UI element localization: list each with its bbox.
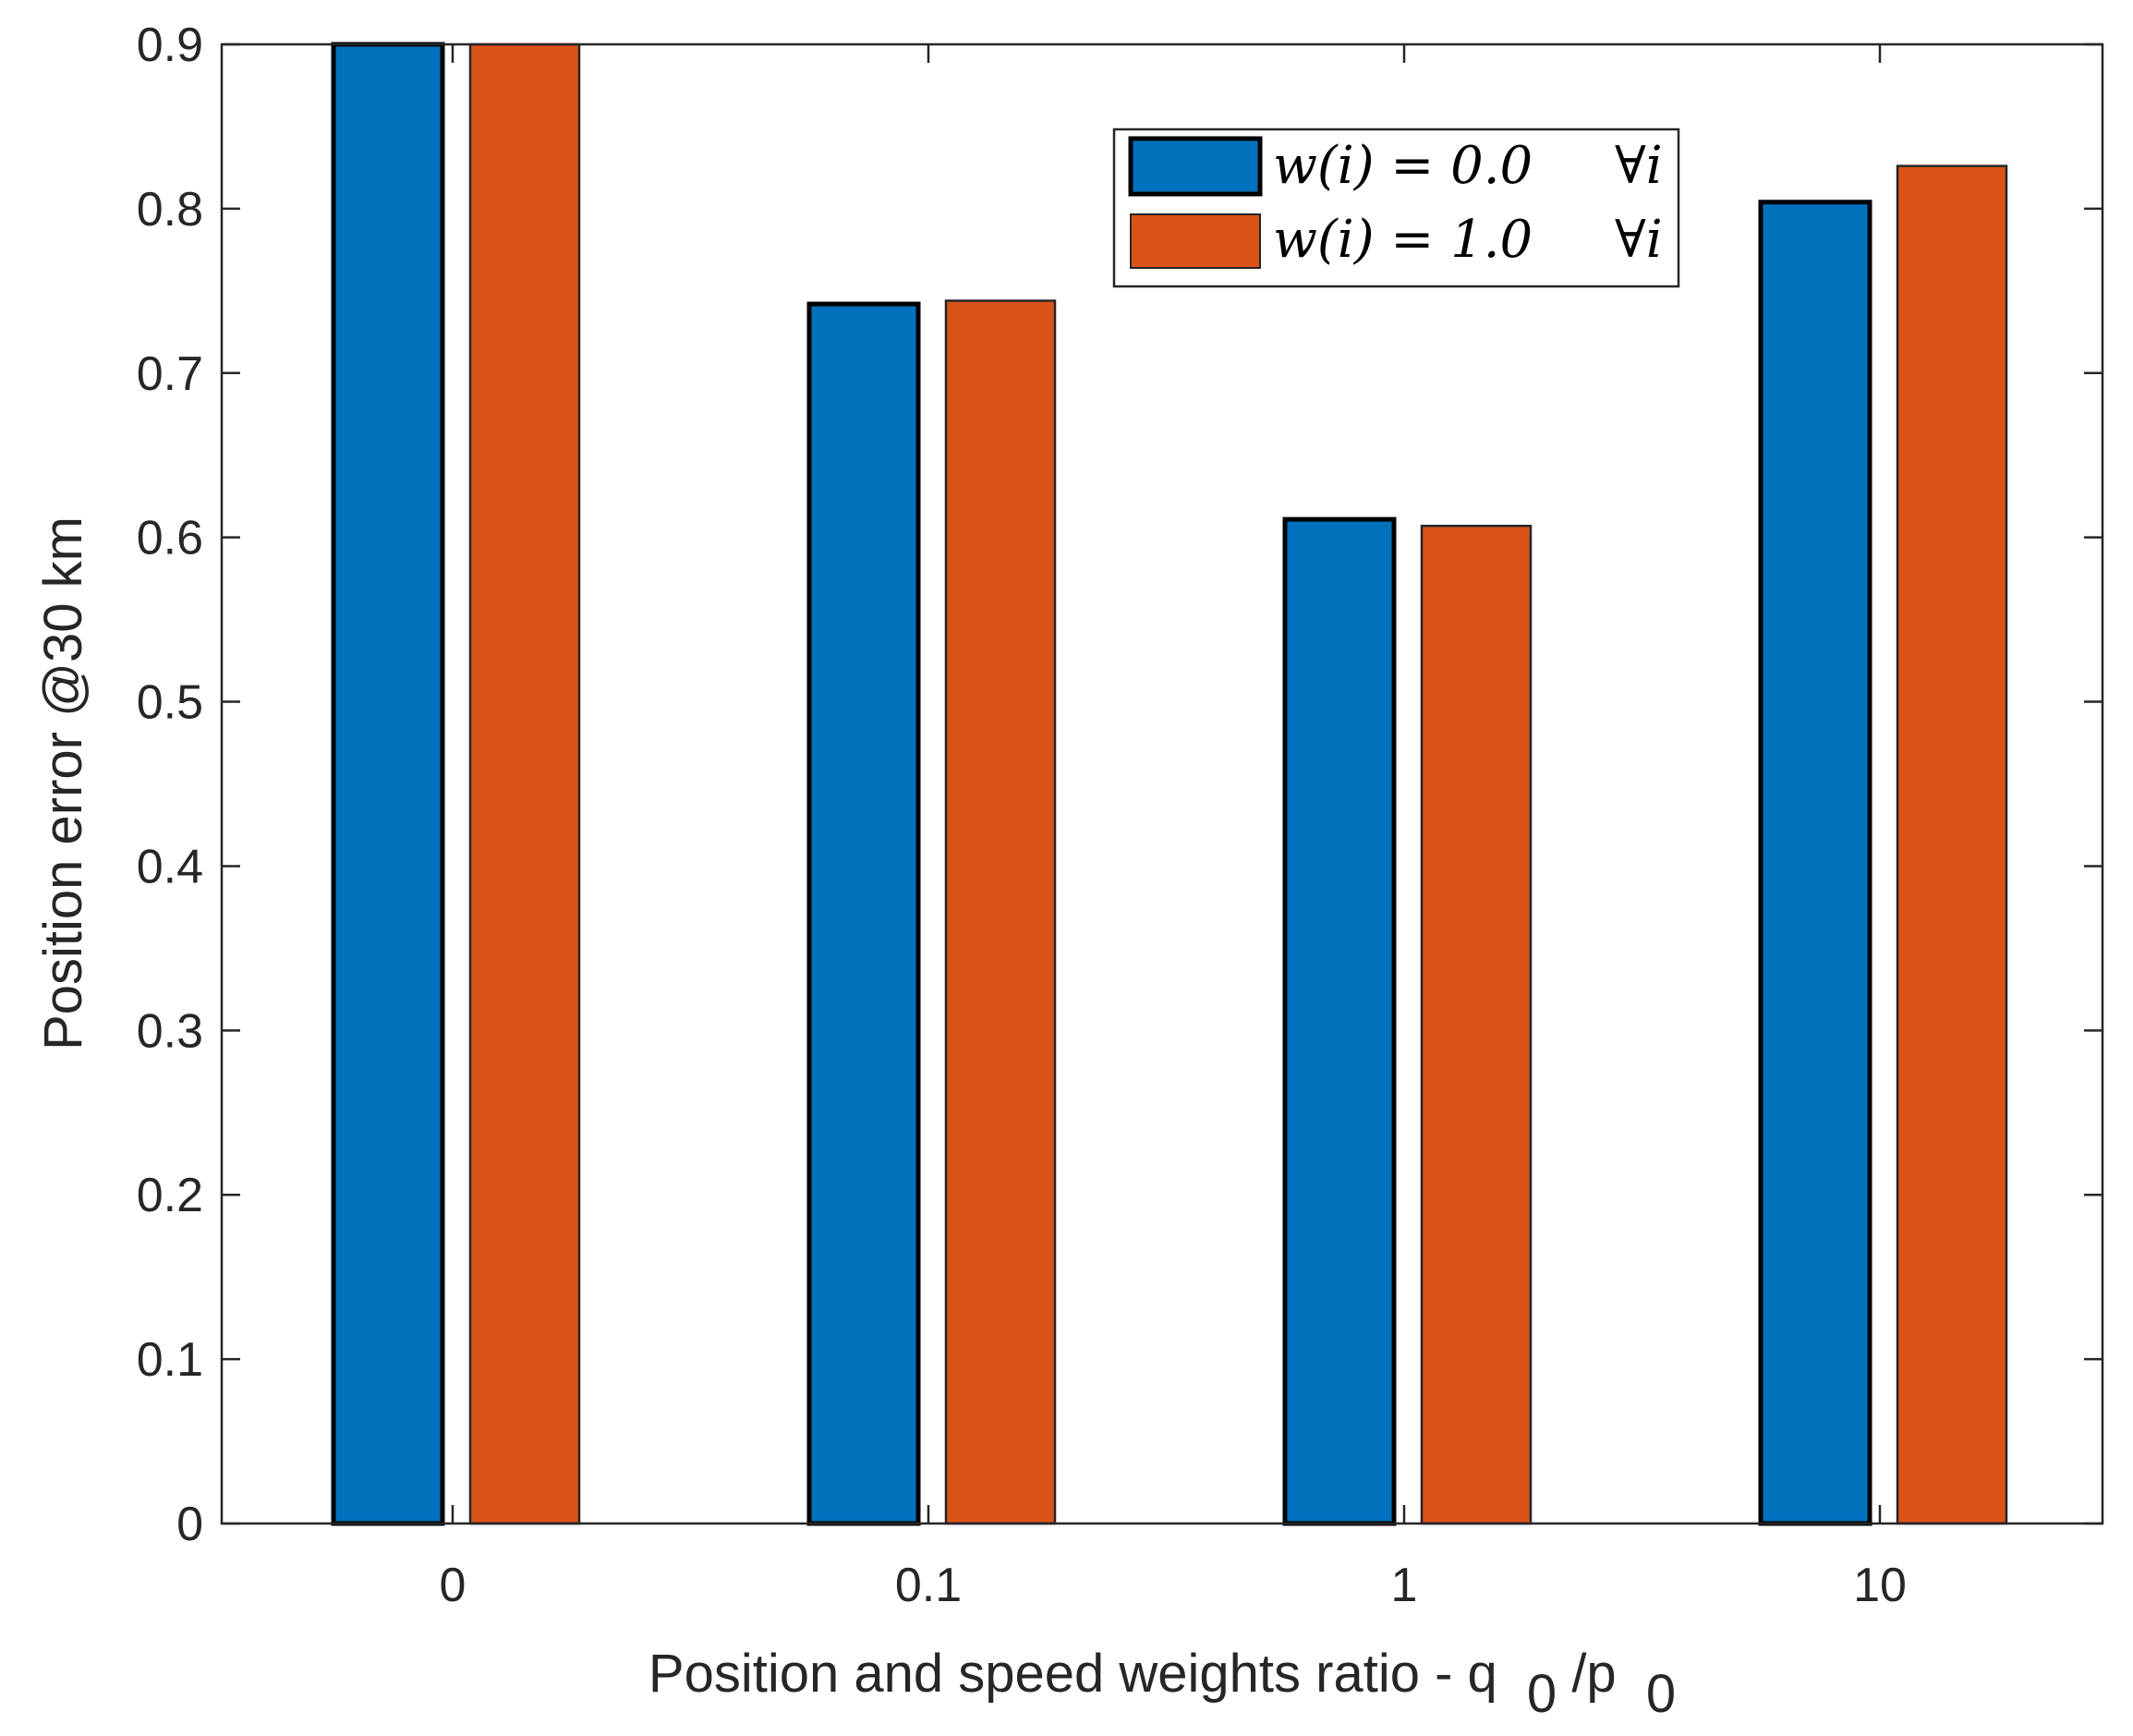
bar-series-1-cat-1: [944, 299, 1057, 1525]
y-tick-label-1: 0.1: [137, 1333, 203, 1387]
x-axis-label-main: Position and speed weights ratio - q: [648, 1644, 1497, 1704]
legend-swatch-series-0: [1128, 136, 1263, 197]
bar-series-1-cat-3: [1896, 164, 2008, 1525]
y-tick-label-0: 0: [176, 1498, 203, 1551]
x-axis-label-slash-p: /p: [1571, 1644, 1616, 1704]
y-tick-label-7: 0.7: [137, 347, 203, 401]
bar-series-0-cat-3: [1758, 200, 1872, 1526]
bar-series-0-cat-1: [806, 301, 921, 1526]
bars-group: [331, 42, 2008, 1526]
legend-swatch-series-1: [1130, 213, 1261, 269]
x-tick-label-3: 10: [1853, 1559, 1907, 1612]
legend-forall-series-0: ∀i: [1615, 136, 1663, 196]
bar-series-0-cat-2: [1282, 516, 1397, 1526]
y-tick-label-4: 0.4: [137, 840, 203, 893]
y-tick-label-3: 0.3: [137, 1004, 203, 1058]
y-axis-label: Position error @30 km: [33, 516, 93, 1050]
tick-labels-group: 0 0.1 0.2 0.3 0.4 0.5 0.6 0.7 0.8 0.9 0 0.1 1 10: [137, 18, 1907, 1612]
y-tick-label-9: 0.9: [137, 18, 203, 72]
legend-label-series-1: w(i) = 1.0: [1273, 210, 1533, 270]
bar-series-1-cat-0: [468, 42, 581, 1525]
bar-series-1-cat-2: [1420, 524, 1533, 1525]
x-tick-label-2: 1: [1391, 1559, 1418, 1612]
x-axis-label: Position and speed weights ratio - q 0 /…: [648, 1644, 1676, 1724]
axes-box: [220, 42, 2104, 1525]
x-tick-label-1: 0.1: [895, 1559, 962, 1612]
y-tick-label-8: 0.8: [137, 183, 203, 237]
bar-series-0-cat-0: [331, 42, 445, 1526]
y-tick-label-2: 0.2: [137, 1169, 203, 1222]
y-tick-label-6: 0.6: [137, 512, 203, 565]
legend-forall-series-1: ∀i: [1615, 210, 1663, 270]
x-axis-label-sub-q: 0: [1527, 1664, 1557, 1724]
x-tick-label-0: 0: [440, 1559, 467, 1612]
legend: w(i) = 0.0 ∀i w(i) = 1.0 ∀i: [1112, 127, 1680, 288]
legend-label-series-0: w(i) = 0.0: [1273, 136, 1533, 196]
x-axis-label-sub-p: 0: [1646, 1664, 1676, 1724]
y-tick-label-5: 0.5: [137, 676, 203, 730]
